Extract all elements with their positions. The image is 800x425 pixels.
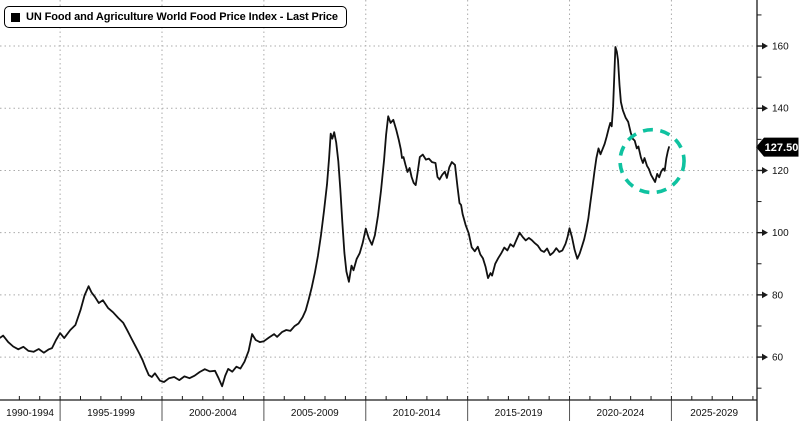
y-tick-arrow-icon [762, 42, 768, 50]
legend-label: UN Food and Agriculture World Food Price… [26, 11, 338, 23]
y-axis-label: 160 [772, 42, 789, 53]
last-price-flag: 127.50 [756, 137, 799, 157]
x-axis-label: 1990-1994 [6, 408, 54, 419]
series-layer [0, 46, 670, 388]
last-price-flag-shape [756, 137, 799, 157]
x-axis-label: 2025-2029 [690, 408, 738, 419]
x-axis-label: 2000-2004 [189, 408, 237, 419]
axes: 60 80 100 120 140 160 1990-1994 1995-1999 2000-2… [0, 0, 789, 421]
annotation-layer: 127.50 [618, 127, 799, 195]
highlight-circle-annotation [618, 127, 686, 195]
y-axis-label: 100 [772, 228, 789, 239]
x-axis-label: 2015-2019 [495, 408, 543, 419]
y-axis-label: 120 [772, 166, 789, 177]
legend-marker-icon [11, 12, 20, 22]
x-axis-label: 2005-2009 [291, 408, 339, 419]
x-axis-label: 2010-2014 [393, 408, 441, 419]
y-axis-label: 80 [772, 290, 784, 301]
x-axis-label: 2020-2024 [597, 408, 645, 419]
y-tick-arrow-icon [762, 353, 768, 361]
y-tick-arrow-icon [762, 291, 768, 299]
y-tick-arrow-icon [762, 167, 768, 174]
price-line [0, 46, 670, 388]
y-axis-label: 60 [772, 353, 784, 364]
x-axis-label: 1995-1999 [87, 408, 135, 419]
y-tick-arrow-icon [762, 104, 768, 112]
gridlines [0, 0, 757, 400]
y-tick-arrow-icon [762, 229, 768, 237]
y-axis-label: 140 [772, 104, 789, 115]
legend[interactable]: UN Food and Agriculture World Food Price… [4, 6, 347, 28]
last-price-value: 127.50 [765, 142, 799, 154]
